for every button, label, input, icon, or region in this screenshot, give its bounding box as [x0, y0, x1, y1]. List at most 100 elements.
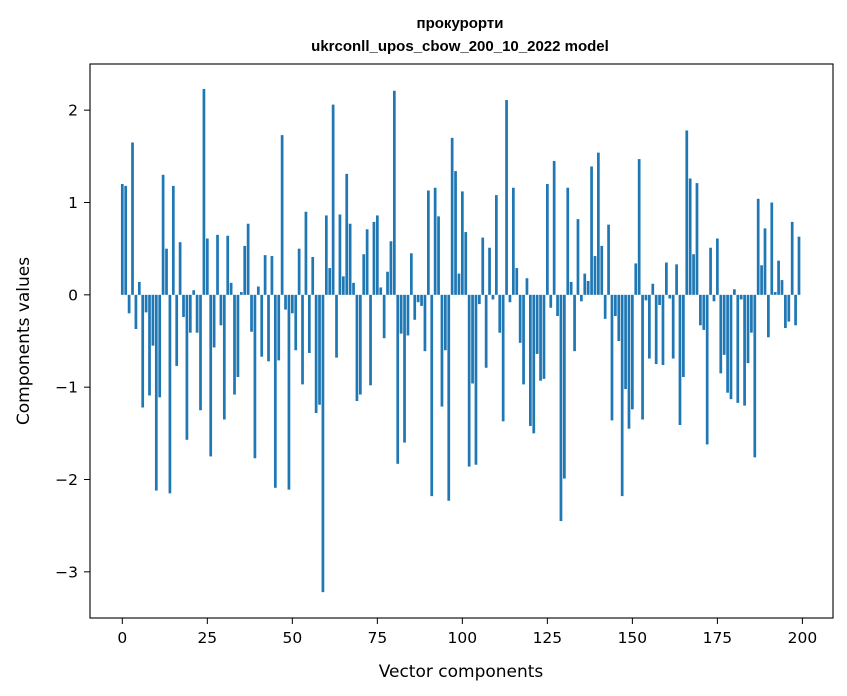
bar-component-172: [705, 294, 709, 445]
bar-component-195: [784, 294, 787, 329]
y-tick-label: 2: [68, 102, 78, 120]
bar-component-191: [770, 202, 774, 295]
bar-component-123: [539, 294, 542, 381]
bar-component-144: [610, 294, 614, 421]
bar-component-82: [399, 294, 403, 334]
bar-component-76: [379, 287, 383, 295]
bar-component-87: [416, 294, 420, 303]
bar-component-185: [750, 294, 753, 333]
bar-component-164: [678, 294, 682, 426]
bar-component-40: [256, 286, 260, 295]
bar-component-190: [767, 294, 770, 338]
bar-component-129: [559, 294, 563, 522]
bar-component-194: [780, 280, 784, 295]
x-tick-label: 25: [197, 629, 217, 647]
bar-component-60: [324, 215, 328, 295]
bar-component-63: [335, 294, 338, 358]
x-tick-label: 125: [533, 629, 563, 647]
bar-component-81: [396, 294, 400, 464]
chart-title: прокурорти: [417, 15, 504, 32]
bar-component-193: [777, 260, 780, 295]
bar-component-100: [460, 191, 464, 295]
bar-component-111: [498, 294, 502, 333]
bar-component-15: [171, 185, 175, 295]
bar-component-51: [294, 294, 298, 351]
x-tick-label: 75: [367, 629, 387, 647]
bar-component-188: [760, 265, 763, 295]
bar-component-160: [665, 262, 668, 295]
bar-component-25: [205, 238, 209, 295]
bar-component-162: [671, 294, 675, 359]
bar-component-74: [372, 221, 376, 295]
bar-component-105: [477, 294, 481, 305]
bar-component-109: [491, 294, 495, 300]
bar-component-196: [787, 294, 791, 322]
bar-component-6: [141, 294, 145, 408]
bar-component-117: [518, 294, 522, 343]
bar-component-131: [566, 187, 570, 295]
bar-component-38: [250, 294, 253, 332]
bar-component-176: [719, 294, 723, 374]
bar-component-2: [127, 294, 131, 314]
bar-component-163: [675, 264, 678, 295]
bar-component-132: [569, 281, 573, 295]
bar-component-128: [556, 294, 559, 317]
bar-component-95: [443, 294, 447, 351]
bar-component-57: [314, 294, 318, 414]
bar-component-7: [144, 294, 148, 313]
bar-component-31: [226, 235, 230, 295]
bar-component-110: [494, 195, 498, 295]
x-tick-label: 0: [117, 629, 127, 647]
bar-component-133: [573, 294, 576, 352]
bar-component-124: [542, 294, 546, 379]
bar-component-139: [593, 256, 597, 295]
chart-subtitle: ukrconll_upos_cbow_200_10_2022 model: [311, 38, 609, 55]
bar-component-70: [358, 294, 362, 395]
bar-component-177: [722, 294, 726, 355]
bar-component-184: [746, 294, 750, 364]
y-axis-label: Components values: [14, 257, 34, 425]
bar-component-148: [624, 294, 627, 390]
bar-component-153: [641, 294, 644, 420]
y-axis-ticks: −3 −2 −1 0 1 2: [55, 102, 90, 581]
bar-component-119: [525, 278, 529, 295]
bar-component-65: [341, 276, 345, 295]
bar-component-59: [321, 294, 325, 593]
bar-component-103: [471, 294, 474, 384]
bar-component-48: [284, 294, 287, 310]
bar-component-8: [148, 294, 151, 396]
bar-component-150: [631, 294, 634, 410]
bar-component-192: [773, 292, 777, 295]
bar-component-23: [199, 294, 202, 411]
bar-component-19: [185, 294, 189, 440]
bar-component-55: [307, 294, 311, 353]
bar-component-168: [692, 254, 695, 295]
bar-component-182: [739, 294, 743, 300]
bar-component-85: [409, 253, 413, 295]
bar-component-16: [175, 294, 179, 366]
y-tick-label: 1: [68, 194, 78, 212]
bar-component-181: [736, 294, 740, 403]
bar-component-64: [338, 214, 342, 295]
y-tick-label: −1: [55, 379, 78, 397]
bar-component-167: [688, 178, 692, 295]
bar-component-89: [423, 294, 427, 352]
bar-component-137: [586, 280, 590, 295]
bar-component-134: [576, 219, 580, 295]
x-tick-label: 150: [618, 629, 648, 647]
bar-component-90: [426, 190, 430, 295]
bar-component-118: [522, 294, 525, 385]
bar-component-21: [192, 290, 196, 295]
bar-component-175: [716, 238, 719, 295]
bar-component-80: [392, 90, 396, 295]
bar-component-169: [695, 183, 699, 295]
bar-component-61: [328, 268, 332, 295]
bar-component-189: [763, 228, 767, 295]
bar-component-104: [474, 294, 478, 465]
bar-component-30: [222, 294, 226, 420]
bar-component-149: [627, 294, 631, 429]
bar-component-45: [273, 294, 277, 488]
bar-component-142: [603, 294, 607, 319]
bar-component-173: [709, 247, 712, 295]
x-axis-label: Vector components: [379, 662, 544, 682]
